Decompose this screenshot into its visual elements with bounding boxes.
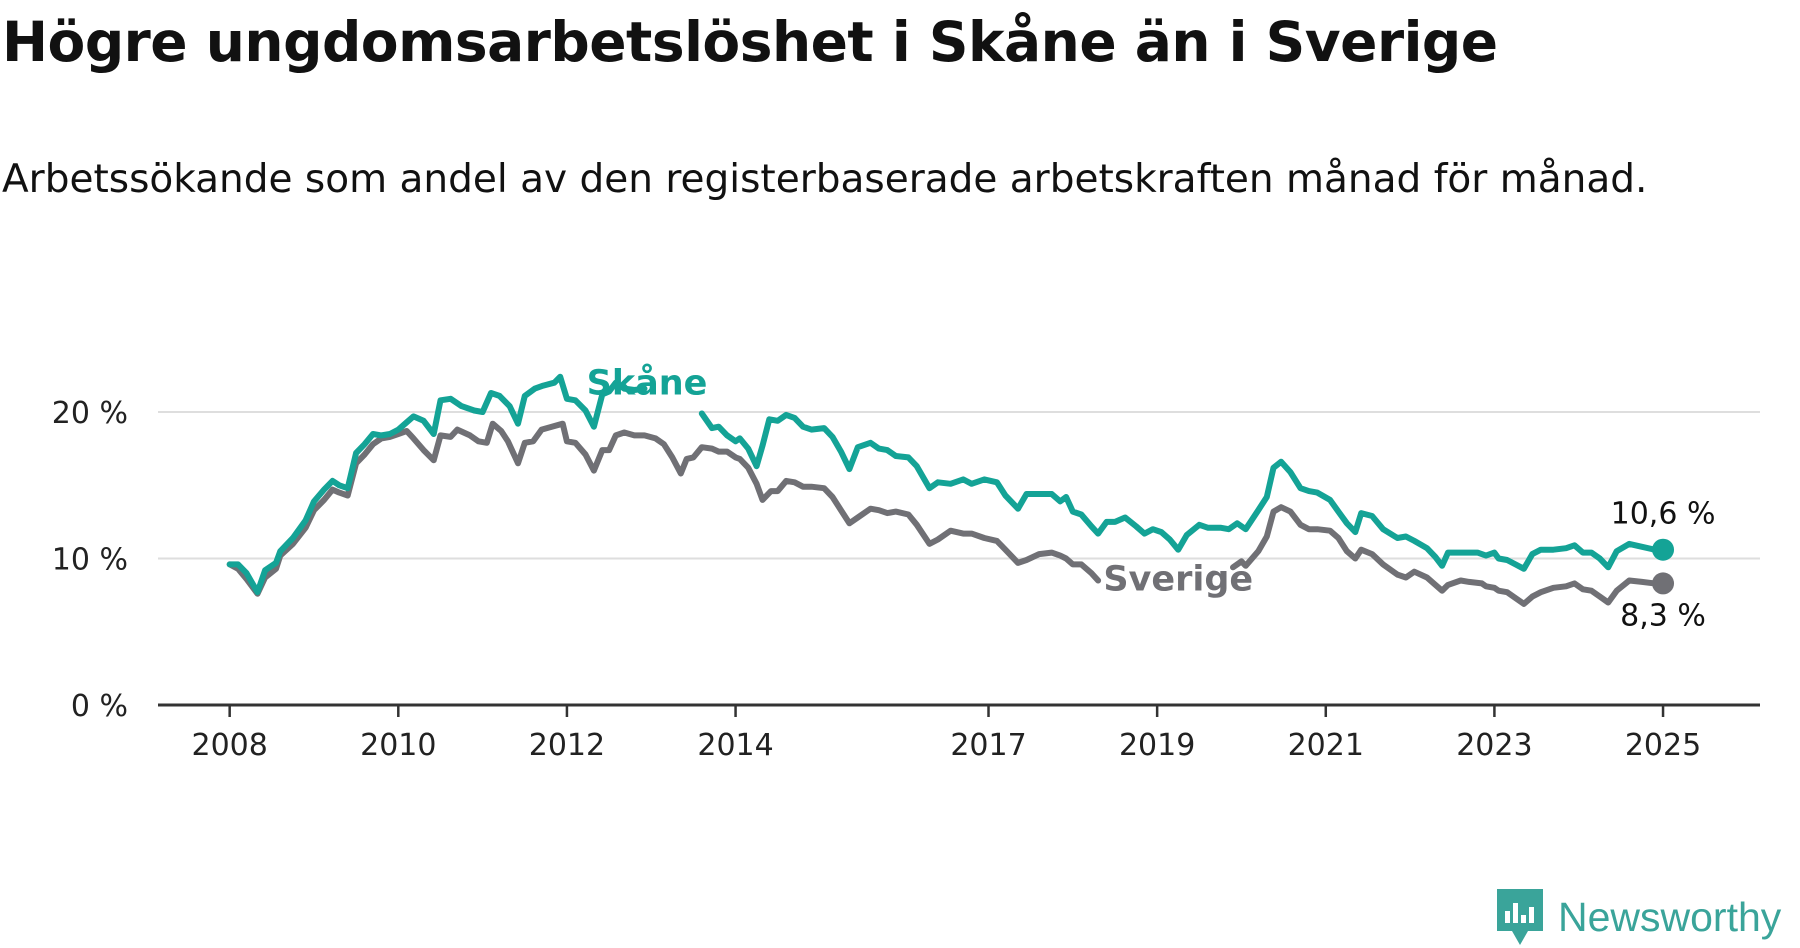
x-tick-label: 2023 (1456, 728, 1532, 763)
sverige-end-value-label: 8,3 % (1620, 598, 1706, 633)
sverige-line-part-1 (226, 420, 1102, 597)
x-tick-label: 2021 (1288, 728, 1364, 763)
skane-line-part-2 (698, 410, 1666, 572)
x-tick-label: 2017 (950, 728, 1026, 763)
y-tick-label: 20 % (52, 396, 128, 431)
x-tick-label: 2025 (1625, 728, 1701, 763)
x-tick-label: 2019 (1119, 728, 1195, 763)
skane-series-label: Skåne (587, 362, 708, 403)
y-tick-label: 0 % (71, 689, 128, 724)
x-tick-label: 2014 (697, 728, 773, 763)
chart-title: Högre ungdomsarbetslöshet i Skåne än i S… (2, 10, 1498, 74)
x-tick-label: 2010 (360, 728, 436, 763)
sverige-series-label: Sverige (1103, 560, 1253, 600)
sverige-end-point (1652, 572, 1675, 595)
x-tick-label: 2008 (191, 728, 267, 763)
skane-end-value-label: 10,6 % (1611, 497, 1716, 532)
newsworthy-logo: Newsworthy (1495, 887, 1781, 947)
y-tick-label: 10 % (52, 543, 128, 578)
skane-end-point (1652, 538, 1675, 561)
sverige-line-part-2 (1230, 504, 1666, 607)
chart-subtitle: Arbetssökande som andel av den registerb… (2, 157, 1648, 202)
newsworthy-logo-icon (1497, 889, 1543, 945)
brand-name: Newsworthy (1558, 893, 1782, 940)
x-tick-label: 2012 (529, 728, 605, 763)
skane-line-part-1 (226, 373, 648, 596)
line-chart: 0 % 10 % 20 % 2008 2010 2012 2014 2017 2019 2021 2… (52, 362, 1760, 763)
